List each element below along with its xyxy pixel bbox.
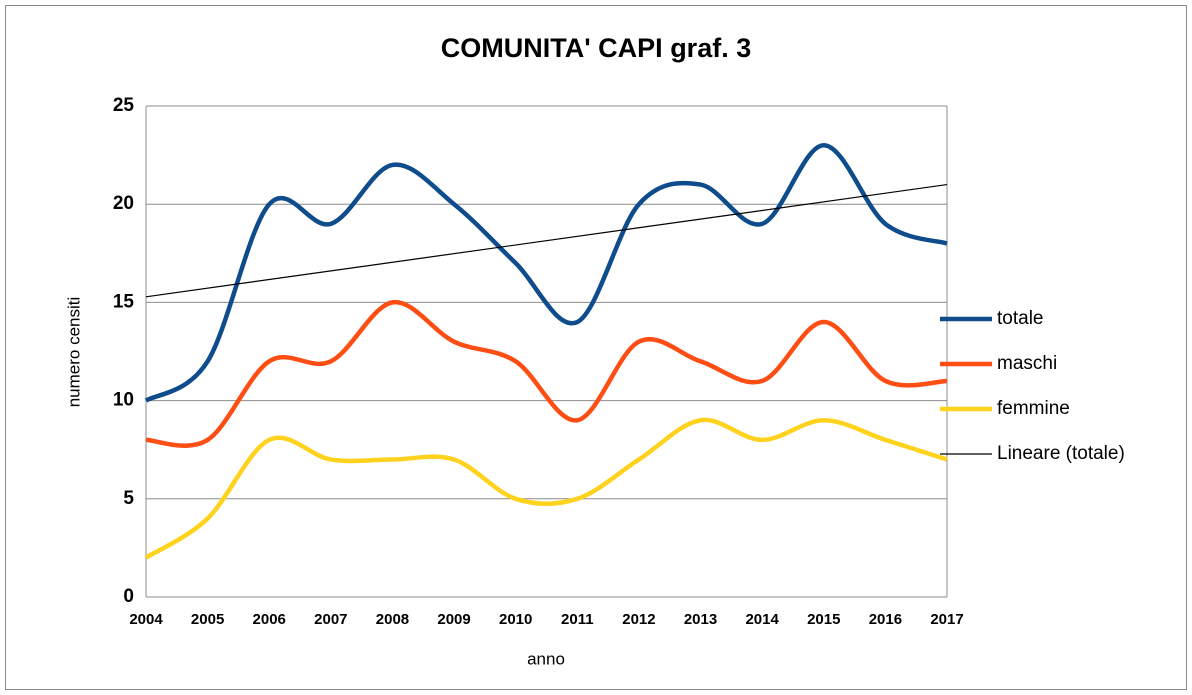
legend-label: maschi xyxy=(997,353,1057,374)
legend-label: Lineare (totale) xyxy=(997,443,1125,464)
trendline xyxy=(145,183,948,298)
x-tick-label: 2004 xyxy=(129,611,163,628)
y-tick-label: 0 xyxy=(123,586,134,607)
x-tick-label: 2017 xyxy=(930,611,963,628)
chart-title: COMUNITA' CAPI graf. 3 xyxy=(441,33,751,63)
legend-label: totale xyxy=(997,308,1043,329)
legend-label: femmine xyxy=(997,398,1070,419)
chart-border xyxy=(5,5,1187,690)
x-tick-label: 2007 xyxy=(314,611,347,628)
x-tick-label: 2012 xyxy=(622,611,655,628)
x-tick-label: 2010 xyxy=(499,611,532,628)
y-tick-label: 20 xyxy=(113,193,134,214)
y-tick-label: 25 xyxy=(113,95,135,116)
x-tick-label: 2011 xyxy=(561,611,594,628)
y-tick-label: 5 xyxy=(123,488,134,509)
x-tick-label: 2006 xyxy=(253,611,286,628)
series-line xyxy=(144,417,948,560)
x-tick-label: 2009 xyxy=(437,611,470,628)
x-tick-label: 2008 xyxy=(376,611,409,628)
y-axis-label: numero censiti xyxy=(64,297,83,408)
x-tick-label: 2016 xyxy=(869,611,902,628)
y-tick-label: 15 xyxy=(113,291,135,312)
x-tick-label: 2015 xyxy=(807,611,840,628)
y-tick-label: 10 xyxy=(113,390,134,411)
series-line xyxy=(145,300,948,448)
x-tick-label: 2014 xyxy=(745,611,779,628)
series-line xyxy=(144,143,948,403)
x-tick-label: 2005 xyxy=(191,611,224,628)
x-axis-label: anno xyxy=(527,649,565,668)
x-tick-label: 2013 xyxy=(684,611,717,628)
